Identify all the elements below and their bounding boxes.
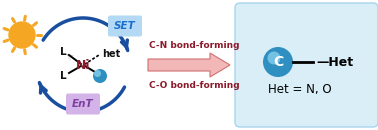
Text: C-N bond-forming: C-N bond-forming (149, 41, 239, 50)
Text: L: L (60, 47, 66, 57)
FancyBboxPatch shape (66, 93, 100, 115)
Text: —Het: —Het (316, 56, 353, 69)
FancyBboxPatch shape (108, 15, 142, 37)
Circle shape (9, 22, 35, 48)
Circle shape (93, 69, 107, 83)
Text: C-O bond-forming: C-O bond-forming (149, 80, 239, 89)
Text: Ni: Ni (76, 58, 90, 72)
Circle shape (263, 47, 293, 77)
Text: EnT: EnT (72, 99, 94, 109)
Text: Het = N, O: Het = N, O (268, 83, 332, 96)
Text: C: C (273, 55, 283, 69)
Text: het: het (102, 49, 120, 59)
FancyBboxPatch shape (235, 3, 378, 127)
Circle shape (94, 70, 101, 77)
Polygon shape (148, 53, 230, 77)
Text: L: L (60, 71, 66, 81)
Text: SET: SET (114, 21, 136, 31)
Circle shape (268, 51, 280, 64)
